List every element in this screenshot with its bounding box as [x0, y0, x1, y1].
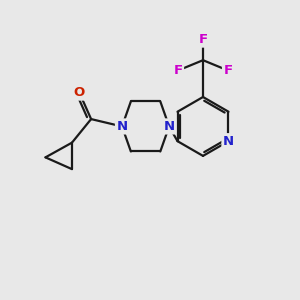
Text: N: N [223, 135, 234, 148]
Text: F: F [224, 64, 232, 77]
Text: F: F [198, 33, 208, 46]
Text: N: N [116, 120, 128, 133]
Text: N: N [164, 120, 175, 133]
Text: O: O [74, 86, 85, 99]
Text: F: F [173, 64, 182, 77]
